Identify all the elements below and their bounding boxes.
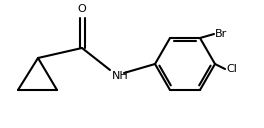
- Text: O: O: [78, 4, 86, 14]
- Text: Br: Br: [215, 29, 227, 39]
- Text: NH: NH: [112, 71, 129, 81]
- Text: Cl: Cl: [226, 64, 237, 74]
